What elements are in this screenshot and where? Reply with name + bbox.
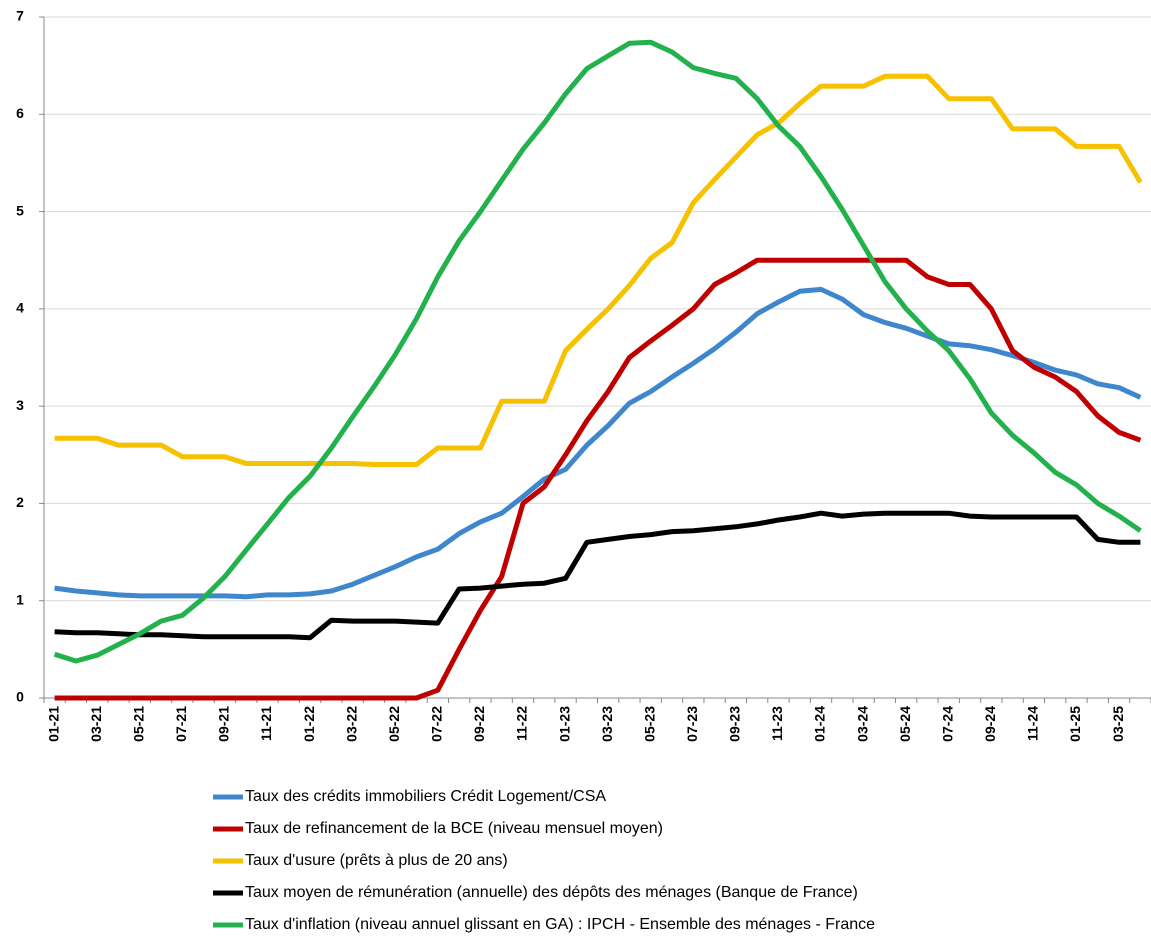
x-tick-label: 07-22 — [429, 706, 445, 742]
x-tick-label: 11-23 — [769, 706, 785, 741]
x-tick-label: 03-23 — [599, 706, 615, 742]
y-tick-label: 7 — [16, 8, 24, 24]
x-tick-label: 03-25 — [1110, 706, 1126, 742]
series-line — [53, 39, 1142, 664]
x-tick-label: 09-21 — [216, 706, 232, 742]
legend-label: Taux d'usure (prêts à plus de 20 ans) — [245, 852, 508, 869]
y-tick-label: 0 — [16, 689, 24, 705]
x-tick-label: 01-22 — [301, 706, 317, 742]
x-tick-label: 05-22 — [386, 706, 402, 742]
x-tick-label: 11-21 — [258, 706, 274, 741]
x-tick-label: 11-24 — [1025, 706, 1041, 741]
x-tick-label: 09-23 — [727, 706, 743, 742]
legend-label: Taux de refinancement de la BCE (niveau … — [245, 820, 663, 837]
x-tick-label: 03-24 — [854, 706, 870, 742]
x-tick-label: 07-23 — [684, 706, 700, 742]
y-tick-label: 1 — [16, 591, 24, 607]
x-tick-label: 01-24 — [812, 706, 828, 742]
series-line — [54, 73, 1143, 467]
y-tick-label: 4 — [16, 300, 24, 316]
series-line — [54, 510, 1141, 641]
x-tick-label: 09-24 — [982, 706, 998, 742]
x-tick-label: 05-21 — [131, 706, 147, 742]
y-tick-label: 3 — [16, 397, 24, 413]
x-tick-label: 03-21 — [88, 706, 104, 742]
legend-label: Taux d'inflation (niveau annuel glissant… — [245, 916, 875, 933]
x-tick-label: 01-25 — [1067, 706, 1083, 742]
x-tick-label: 01-21 — [45, 706, 61, 742]
x-tick-label: 03-22 — [343, 706, 359, 742]
y-tick-label: 2 — [16, 494, 24, 510]
x-tick-label: 09-22 — [471, 706, 487, 742]
y-tick-label: 6 — [16, 105, 24, 121]
series-line — [54, 286, 1142, 600]
x-tick-label: 07-21 — [173, 706, 189, 742]
x-tick-label: 05-23 — [641, 706, 657, 742]
x-tick-label: 11-22 — [514, 706, 530, 741]
legend-label: Taux moyen de rémunération (annuelle) de… — [245, 884, 858, 901]
series-line — [54, 257, 1142, 701]
x-tick-label: 01-23 — [556, 706, 572, 742]
x-tick-label: 07-24 — [939, 706, 955, 742]
y-tick-label: 5 — [16, 202, 24, 218]
x-tick-label: 05-24 — [897, 706, 913, 742]
legend-label: Taux des crédits immobiliers Crédit Loge… — [245, 788, 606, 805]
